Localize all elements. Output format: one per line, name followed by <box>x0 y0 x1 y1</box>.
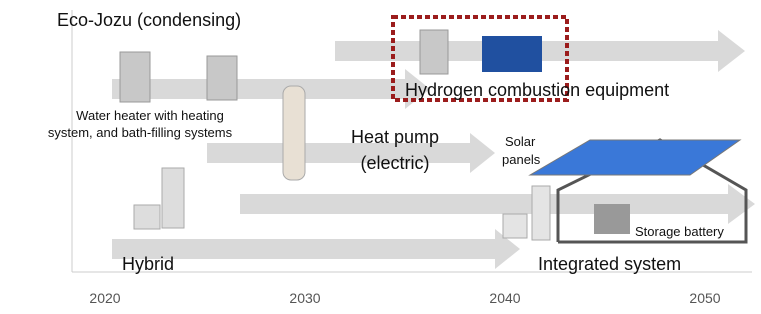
year-label: 2050 <box>689 290 720 306</box>
hydrogen-flame-icon <box>482 36 542 72</box>
label: Hydrogen combustion equipment <box>405 80 669 100</box>
arrow <box>240 184 755 224</box>
roadmap: Eco-Jozu (condensing) Water heater with … <box>0 0 761 309</box>
integrated-outdoor <box>503 214 527 238</box>
label: Eco-Jozu (condensing) <box>57 10 241 30</box>
label: Water heater with heating <box>76 108 224 123</box>
label: panels <box>502 152 541 167</box>
year-label: 2040 <box>489 290 520 306</box>
hybrid-unit <box>162 168 184 228</box>
water-heater-icon <box>207 56 237 100</box>
water-heater-icon <box>120 52 150 102</box>
heat-pump-tank <box>283 86 305 180</box>
integrated-unit <box>532 186 550 240</box>
year-label: 2030 <box>289 290 320 306</box>
label: Integrated system <box>538 254 681 274</box>
label: Heat pump <box>351 127 439 147</box>
label: Hybrid <box>122 254 174 274</box>
label: system, and bath-filling systems <box>48 125 233 140</box>
label: Storage battery <box>635 224 724 239</box>
year-label: 2020 <box>89 290 120 306</box>
hybrid-outdoor <box>134 205 160 229</box>
arrow <box>112 69 430 109</box>
storage-battery-icon <box>594 204 630 234</box>
label: (electric) <box>360 153 429 173</box>
label: Solar <box>505 134 536 149</box>
water-heater-icon <box>420 30 448 74</box>
